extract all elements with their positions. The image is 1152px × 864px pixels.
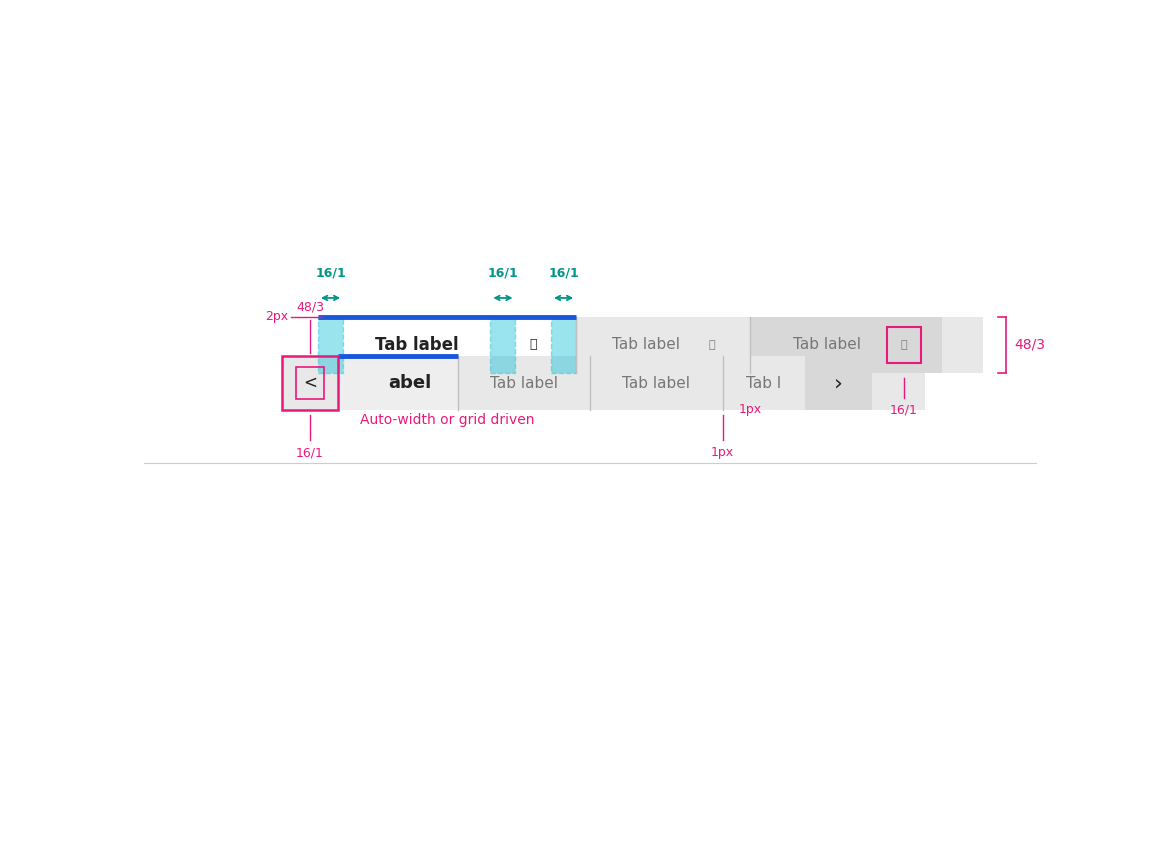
Text: 👥: 👥 (530, 339, 537, 352)
Text: 48/3: 48/3 (296, 301, 324, 314)
Text: Tab label: Tab label (612, 337, 680, 353)
Text: abel: abel (388, 374, 432, 392)
Bar (491, 316, 515, 373)
Bar (296, 367, 325, 399)
Text: ›: › (834, 373, 842, 393)
Text: 👥: 👥 (901, 340, 907, 350)
Text: Tab label: Tab label (793, 337, 861, 353)
Text: Tab l: Tab l (746, 376, 781, 391)
Bar (318, 316, 343, 373)
Text: 1px: 1px (711, 447, 734, 460)
Text: 2px: 2px (265, 310, 289, 323)
Text: Auto-width or grid driven: Auto-width or grid driven (359, 413, 535, 427)
Bar (576, 316, 750, 373)
Bar (458, 357, 590, 410)
Text: 👥: 👥 (708, 340, 715, 350)
Bar (338, 357, 458, 410)
Bar (318, 316, 983, 373)
Text: Tab label: Tab label (374, 336, 458, 354)
Text: 1px: 1px (738, 403, 761, 416)
Bar (590, 357, 722, 410)
Text: 16/1: 16/1 (316, 267, 346, 280)
Text: Tab label: Tab label (622, 376, 690, 391)
Bar (887, 327, 920, 363)
Text: 16/1: 16/1 (296, 447, 324, 460)
Bar (750, 316, 942, 373)
Bar (282, 357, 925, 410)
Text: 48/3: 48/3 (1015, 338, 1046, 352)
Bar (282, 357, 338, 410)
Bar (282, 357, 338, 410)
Text: 16/1: 16/1 (487, 267, 518, 280)
Bar (551, 316, 576, 373)
Text: <: < (303, 374, 317, 392)
Text: 16/1: 16/1 (548, 267, 579, 280)
Text: 16/1: 16/1 (889, 403, 918, 416)
Bar (804, 357, 872, 410)
Bar (318, 316, 576, 373)
Text: Tab label: Tab label (491, 376, 559, 391)
Bar (722, 357, 804, 410)
